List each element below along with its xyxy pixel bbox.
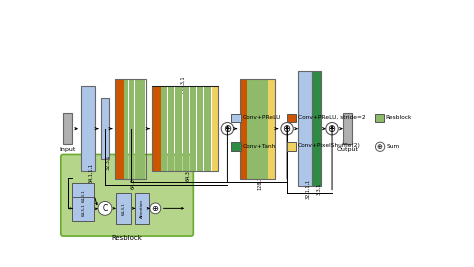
Bar	[129, 78, 134, 179]
Bar	[63, 113, 73, 144]
Circle shape	[98, 201, 112, 215]
Text: 64,3,1: 64,3,1	[81, 189, 85, 202]
Bar	[101, 98, 109, 159]
Text: $\oplus$: $\oplus$	[151, 204, 159, 213]
Circle shape	[221, 123, 234, 135]
Text: 32,3,1: 32,3,1	[105, 154, 110, 170]
Text: 64,3,2: 64,3,2	[185, 166, 190, 181]
Bar	[115, 78, 146, 179]
Bar	[247, 78, 254, 179]
Bar	[152, 86, 161, 171]
Bar	[161, 86, 167, 171]
Bar	[231, 114, 241, 122]
Bar	[240, 78, 275, 179]
Text: 256,3,1: 256,3,1	[180, 76, 185, 94]
Circle shape	[326, 123, 338, 135]
Bar	[231, 142, 241, 151]
Bar	[182, 86, 189, 171]
Text: Conv+PReLU, stride=2: Conv+PReLU, stride=2	[298, 115, 365, 120]
Bar	[374, 114, 384, 122]
Bar	[116, 193, 131, 224]
Text: Output: Output	[337, 147, 358, 152]
Text: $\oplus$: $\oplus$	[376, 142, 384, 151]
Bar	[190, 86, 196, 171]
Bar	[81, 86, 95, 171]
Bar	[168, 86, 174, 171]
Bar	[287, 114, 296, 122]
Text: Conv+PReLU: Conv+PReLU	[242, 115, 281, 120]
Bar	[124, 78, 128, 179]
Bar	[140, 78, 145, 179]
Bar	[73, 183, 94, 208]
Bar	[73, 197, 94, 221]
Text: C: C	[102, 204, 108, 213]
Text: 64,3,2: 64,3,2	[130, 173, 136, 189]
Bar	[115, 78, 124, 179]
Text: Sum: Sum	[386, 143, 400, 148]
Bar	[240, 78, 247, 179]
Bar	[135, 193, 149, 224]
Text: $\oplus$: $\oplus$	[283, 123, 292, 134]
Text: Conv+PixelShuffle(2): Conv+PixelShuffle(2)	[298, 143, 361, 148]
Text: Resblock: Resblock	[385, 115, 412, 120]
Text: 64,1,1,1: 64,1,1,1	[88, 163, 93, 183]
Text: 3,3,1: 3,3,1	[317, 183, 321, 195]
Bar	[298, 71, 312, 186]
Text: Conv+Tanh: Conv+Tanh	[242, 143, 275, 148]
FancyBboxPatch shape	[61, 155, 193, 236]
Text: 64,5,1: 64,5,1	[81, 203, 85, 215]
Bar	[255, 78, 261, 179]
Text: 64,3,1: 64,3,1	[121, 202, 126, 215]
Bar	[197, 86, 203, 171]
Text: Resblock: Resblock	[111, 235, 143, 241]
Text: Input: Input	[60, 147, 76, 152]
Text: $\oplus$: $\oplus$	[223, 123, 232, 134]
Bar	[204, 86, 210, 171]
Bar	[262, 78, 268, 179]
Bar	[152, 86, 218, 171]
Circle shape	[375, 142, 385, 151]
Text: 128,3,1: 128,3,1	[257, 172, 262, 190]
Text: $\oplus$: $\oplus$	[328, 123, 337, 134]
Bar	[343, 113, 352, 144]
Bar	[312, 71, 321, 186]
Bar	[211, 86, 218, 171]
Bar	[175, 86, 182, 171]
Circle shape	[281, 123, 293, 135]
Bar	[268, 78, 275, 179]
Bar	[135, 78, 140, 179]
Circle shape	[150, 203, 161, 214]
Text: Attention: Attention	[140, 199, 144, 218]
Text: 32,1,1,1: 32,1,1,1	[305, 179, 310, 199]
Bar	[287, 142, 296, 151]
